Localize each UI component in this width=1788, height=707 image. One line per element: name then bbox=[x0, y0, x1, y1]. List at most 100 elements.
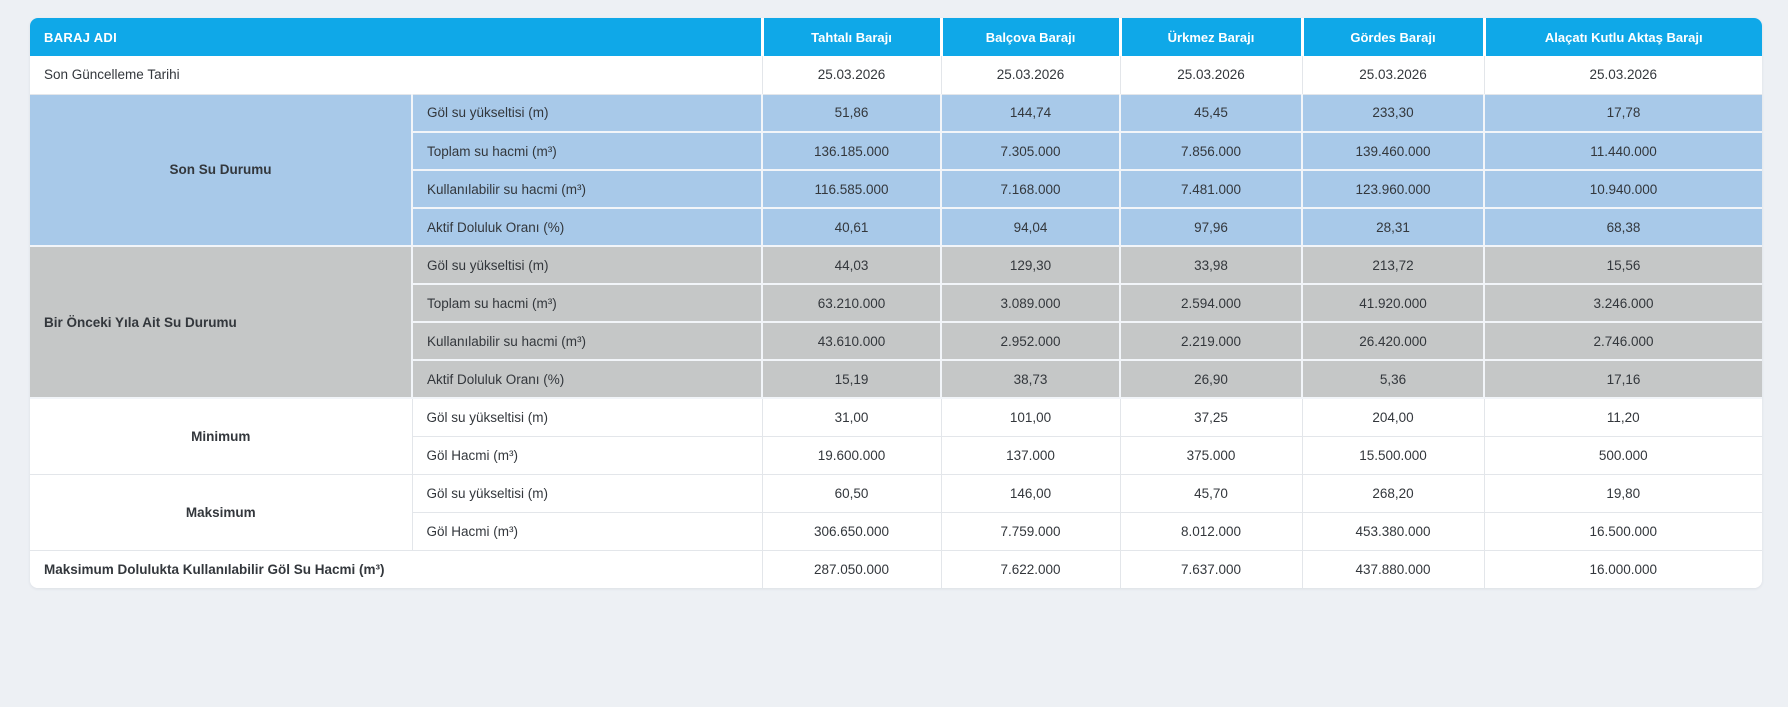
table-row: Minimum Göl su yükseltisi (m) 31,00 101,… bbox=[30, 398, 1762, 475]
cell-value: 26,90 bbox=[1120, 360, 1304, 399]
table-header-row: BARAJ ADI Tahtalı Barajı Balçova Barajı … bbox=[30, 18, 1762, 56]
column-header-urkmez: Ürkmez Barajı bbox=[1120, 18, 1304, 56]
table-row: Aktif Doluluk Oranı (%) 15,19 38,73 26,9… bbox=[30, 360, 1762, 399]
cell-value: 139.460.000 bbox=[1302, 132, 1486, 171]
table-row: Bir Önceki Yıla Ait Su Durumu Göl su yük… bbox=[30, 246, 1762, 399]
cell-value: 15.500.000 bbox=[1302, 436, 1485, 475]
cell-value: 44,03 bbox=[762, 246, 943, 285]
table-row: Aktif Doluluk Oranı (%) 40,61 94,04 97,9… bbox=[30, 208, 1762, 247]
table-row: Toplam su hacmi (m³) 136.185.000 7.305.0… bbox=[30, 132, 1762, 171]
cell-value: 94,04 bbox=[941, 208, 1122, 247]
cell-value: 146,00 bbox=[941, 474, 1121, 513]
cell-value: 25.03.2026 bbox=[1302, 56, 1485, 95]
cell-value: 19.600.000 bbox=[762, 436, 942, 475]
cell-value: 7.759.000 bbox=[941, 512, 1121, 551]
cell-value: 25.03.2026 bbox=[762, 56, 942, 95]
row-label: Toplam su hacmi (m³) bbox=[412, 132, 764, 171]
cell-value: 31,00 bbox=[762, 398, 942, 437]
cell-value: 38,73 bbox=[941, 360, 1122, 399]
cell-value: 3.089.000 bbox=[941, 284, 1122, 323]
cell-value: 8.012.000 bbox=[1120, 512, 1303, 551]
cell-value: 7.856.000 bbox=[1120, 132, 1304, 171]
section-label-current-water: Son Su Durumu bbox=[30, 94, 413, 247]
column-header-tahtali: Tahtalı Barajı bbox=[762, 18, 943, 56]
cell-value: 25.03.2026 bbox=[1484, 56, 1762, 95]
column-header-baraj-adi: BARAJ ADI bbox=[30, 18, 764, 56]
cell-value: 10.940.000 bbox=[1484, 170, 1762, 209]
cell-value: 137.000 bbox=[941, 436, 1121, 475]
table-row: Maksimum Dolulukta Kullanılabilir Göl Su… bbox=[30, 550, 1762, 588]
cell-value: 306.650.000 bbox=[762, 512, 942, 551]
cell-value: 68,38 bbox=[1484, 208, 1762, 247]
table-row: Kullanılabilir su hacmi (m³) 43.610.000 … bbox=[30, 322, 1762, 361]
cell-value: 40,61 bbox=[762, 208, 943, 247]
section-label-minimum: Minimum bbox=[30, 398, 413, 475]
cell-value: 204,00 bbox=[1302, 398, 1485, 437]
row-label-last-update: Son Güncelleme Tarihi bbox=[30, 56, 763, 95]
cell-value: 437.880.000 bbox=[1302, 550, 1485, 588]
cell-value: 453.380.000 bbox=[1302, 512, 1485, 551]
row-label: Kullanılabilir su hacmi (m³) bbox=[412, 322, 764, 361]
cell-value: 97,96 bbox=[1120, 208, 1304, 247]
cell-value: 129,30 bbox=[941, 246, 1122, 285]
cell-value: 101,00 bbox=[941, 398, 1121, 437]
row-label: Kullanılabilir su hacmi (m³) bbox=[412, 170, 764, 209]
cell-value: 60,50 bbox=[762, 474, 942, 513]
cell-value: 45,45 bbox=[1120, 94, 1304, 133]
row-label: Aktif Doluluk Oranı (%) bbox=[412, 360, 764, 399]
section-label-previous-year: Bir Önceki Yıla Ait Su Durumu bbox=[30, 246, 413, 399]
cell-value: 15,56 bbox=[1484, 246, 1762, 285]
cell-value: 287.050.000 bbox=[762, 550, 942, 588]
cell-value: 11,20 bbox=[1484, 398, 1762, 437]
cell-value: 500.000 bbox=[1484, 436, 1762, 475]
cell-value: 15,19 bbox=[762, 360, 943, 399]
table-row: Toplam su hacmi (m³) 63.210.000 3.089.00… bbox=[30, 284, 1762, 323]
row-label: Göl su yükseltisi (m) bbox=[412, 398, 763, 437]
cell-value: 16.500.000 bbox=[1484, 512, 1762, 551]
cell-value: 16.000.000 bbox=[1484, 550, 1762, 588]
cell-value: 2.952.000 bbox=[941, 322, 1122, 361]
cell-value: 63.210.000 bbox=[762, 284, 943, 323]
cell-value: 33,98 bbox=[1120, 246, 1304, 285]
column-header-alacati: Alaçatı Kutlu Aktaş Barajı bbox=[1484, 18, 1762, 56]
table-row: Maksimum Göl su yükseltisi (m) 60,50 146… bbox=[30, 474, 1762, 551]
cell-value: 7.622.000 bbox=[941, 550, 1121, 588]
cell-value: 43.610.000 bbox=[762, 322, 943, 361]
cell-value: 3.246.000 bbox=[1484, 284, 1762, 323]
cell-value: 11.440.000 bbox=[1484, 132, 1762, 171]
row-label: Göl su yükseltisi (m) bbox=[412, 246, 764, 285]
cell-value: 375.000 bbox=[1120, 436, 1303, 475]
dam-status-table: BARAJ ADI Tahtalı Barajı Balçova Barajı … bbox=[30, 18, 1762, 588]
cell-value: 2.746.000 bbox=[1484, 322, 1762, 361]
dam-status-table-card: BARAJ ADI Tahtalı Barajı Balçova Barajı … bbox=[30, 18, 1762, 588]
row-label-max-usable-volume: Maksimum Dolulukta Kullanılabilir Göl Su… bbox=[30, 550, 763, 588]
row-label: Göl su yükseltisi (m) bbox=[412, 474, 763, 513]
cell-value: 2.219.000 bbox=[1120, 322, 1304, 361]
table-row: Son Güncelleme Tarihi 25.03.2026 25.03.2… bbox=[30, 56, 1762, 95]
row-label: Toplam su hacmi (m³) bbox=[412, 284, 764, 323]
cell-value: 41.920.000 bbox=[1302, 284, 1486, 323]
cell-value: 2.594.000 bbox=[1120, 284, 1304, 323]
cell-value: 268,20 bbox=[1302, 474, 1485, 513]
column-header-balcova: Balçova Barajı bbox=[941, 18, 1122, 56]
table-row: Göl Hacmi (m³) 19.600.000 137.000 375.00… bbox=[30, 436, 1762, 475]
cell-value: 17,16 bbox=[1484, 360, 1762, 399]
row-label: Aktif Doluluk Oranı (%) bbox=[412, 208, 764, 247]
row-label: Göl Hacmi (m³) bbox=[412, 512, 763, 551]
cell-value: 7.305.000 bbox=[941, 132, 1122, 171]
cell-value: 5,36 bbox=[1302, 360, 1486, 399]
table-row: Göl Hacmi (m³) 306.650.000 7.759.000 8.0… bbox=[30, 512, 1762, 551]
cell-value: 25.03.2026 bbox=[1120, 56, 1303, 95]
cell-value: 116.585.000 bbox=[762, 170, 943, 209]
section-label-maximum: Maksimum bbox=[30, 474, 413, 551]
cell-value: 213,72 bbox=[1302, 246, 1486, 285]
cell-value: 25.03.2026 bbox=[941, 56, 1121, 95]
cell-value: 45,70 bbox=[1120, 474, 1303, 513]
cell-value: 26.420.000 bbox=[1302, 322, 1486, 361]
cell-value: 123.960.000 bbox=[1302, 170, 1486, 209]
row-label: Göl Hacmi (m³) bbox=[412, 436, 763, 475]
column-header-gordes: Gördes Barajı bbox=[1302, 18, 1486, 56]
cell-value: 7.481.000 bbox=[1120, 170, 1304, 209]
cell-value: 144,74 bbox=[941, 94, 1122, 133]
row-label: Göl su yükseltisi (m) bbox=[412, 94, 764, 133]
